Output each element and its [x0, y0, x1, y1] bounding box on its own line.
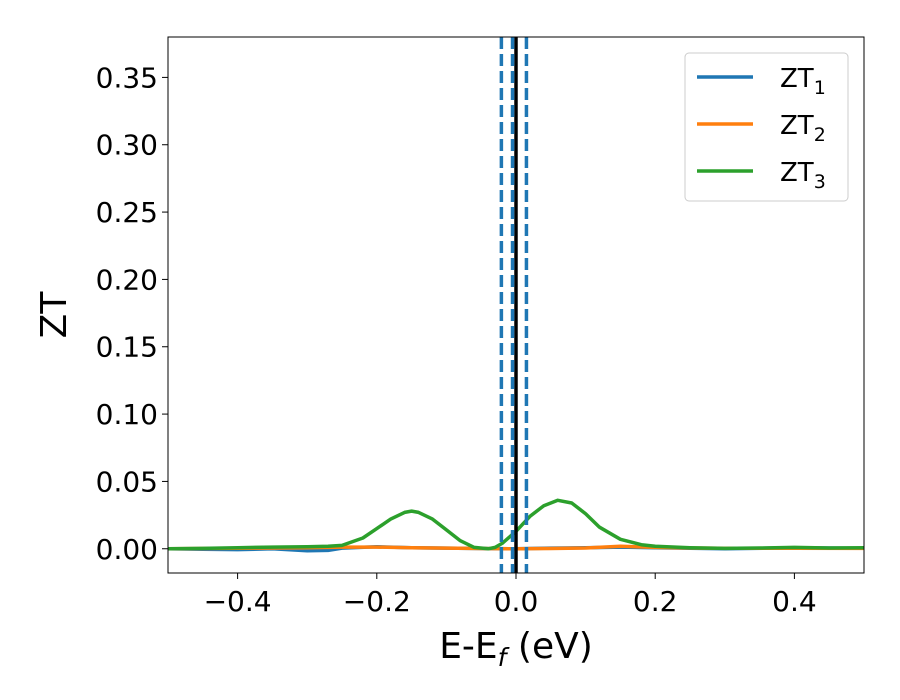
y-tick-label: 0.30 [96, 129, 158, 162]
y-axis-label: ZT [34, 291, 75, 339]
y-tick-label: 0.25 [96, 196, 158, 229]
y-tick-label: 0.15 [96, 331, 158, 364]
legend-label-1: ZT1 [780, 64, 826, 99]
x-axis-label: E-Ef (eV) [439, 626, 593, 672]
axis-ticks: −0.4 −0.2 0.0 0.2 0.4 0.00 0.05 0.10 0.15 0.20 0.2… [96, 61, 817, 618]
x-tick-label: 0.0 [494, 585, 539, 618]
legend: ZT1 ZT2 ZT3 [684, 52, 849, 202]
series-line-3 [168, 498, 864, 551]
x-tick-label: −0.2 [343, 585, 411, 618]
legend-label-3: ZT3 [780, 158, 826, 193]
y-tick-label: 0.05 [96, 465, 158, 498]
plot-area [168, 37, 864, 573]
x-tick-label: 0.4 [772, 585, 817, 618]
x-tick-label: 0.2 [633, 585, 678, 618]
legend-label-2: ZT2 [780, 111, 826, 146]
legend-box [684, 52, 849, 202]
y-tick-label: 0.20 [96, 263, 158, 296]
y-tick-label: 0.00 [96, 533, 158, 566]
y-tick-label: 0.35 [96, 61, 158, 94]
x-tick-label: −0.4 [204, 585, 272, 618]
y-tick-label: 0.10 [96, 398, 158, 431]
